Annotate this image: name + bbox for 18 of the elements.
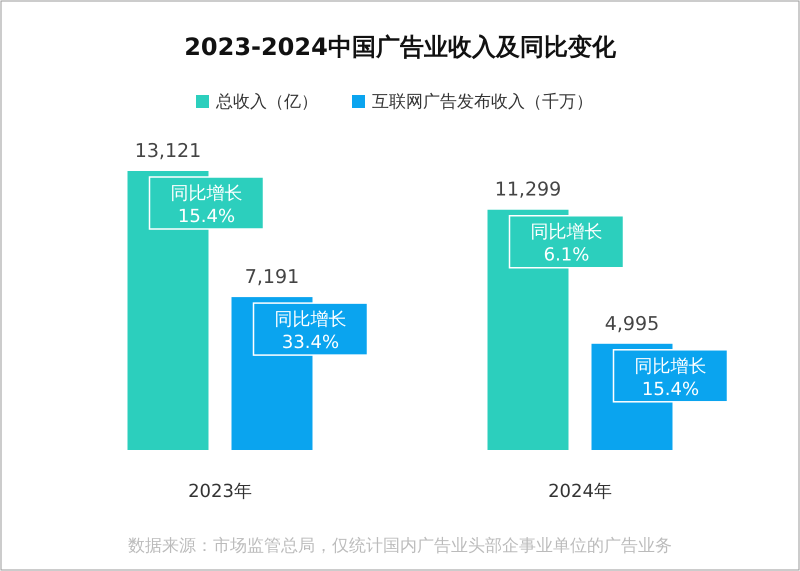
data-label: 4,995 — [604, 312, 660, 335]
x-tick-label: 2023年 — [188, 481, 252, 502]
x-tick-label: 2024年 — [548, 481, 612, 502]
annotation-box: 同比增长 15.4% — [148, 176, 264, 230]
data-label: 13,121 — [134, 140, 202, 162]
legend-label: 总收入（亿） — [215, 92, 318, 112]
legend-label: 互联网广告发布收入（千万） — [372, 92, 593, 112]
annotation: 同比增长 15.4% — [634, 356, 706, 400]
data-label: 11,299 — [494, 178, 562, 201]
chart-title: 2023-2024中国广告业收入及同比变化 — [184, 33, 617, 61]
annotation-box: 同比增长 33.4% — [252, 302, 368, 356]
annotation-box: 同比增长 6.1% — [508, 215, 624, 268]
data-label: 7,191 — [244, 266, 300, 288]
annotation-box: 同比增长 15.4% — [612, 349, 728, 403]
annotation: 同比增长 15.4% — [170, 183, 242, 227]
annotation: 同比增长 33.4% — [274, 309, 346, 354]
source-note: 数据来源：市场监管总局，仅统计国内广告业头部企事业单位的广告业务 — [128, 536, 672, 556]
annotation: 同比增长 6.1% — [530, 222, 602, 266]
